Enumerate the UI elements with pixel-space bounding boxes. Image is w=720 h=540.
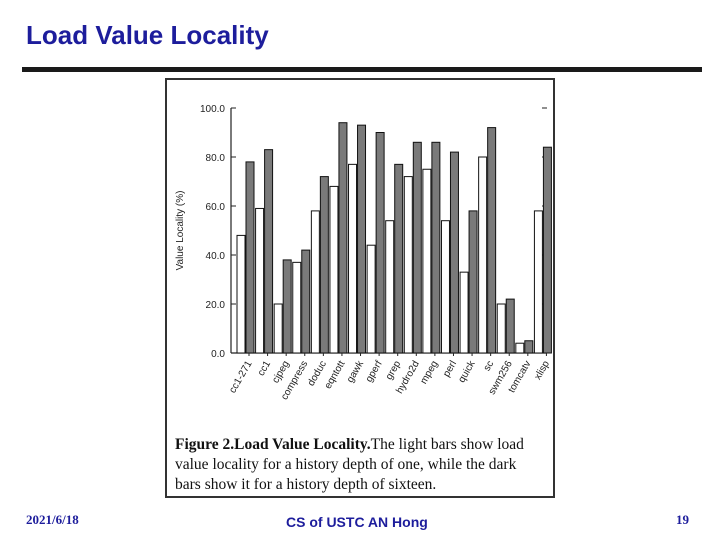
- title-divider: [22, 67, 702, 72]
- caption-text: The light bars show load value locality …: [175, 436, 524, 493]
- bar: [459, 271, 469, 354]
- y-tick-label: 40.0: [206, 251, 226, 262]
- bar: [468, 210, 478, 354]
- bar: [431, 141, 441, 354]
- bar: [542, 146, 552, 354]
- x-tick-label: sc: [482, 359, 497, 373]
- bar: [245, 161, 255, 354]
- footer-date: 2021/6/18: [26, 512, 79, 527]
- bar: [236, 234, 246, 354]
- value-locality-chart: 0.0 20.0 40.0 60.0 80.0 100.0 Value Locality (…: [175, 104, 552, 402]
- bar: [329, 185, 339, 354]
- bar: [449, 151, 459, 354]
- y-tick-label: 100.0: [200, 104, 225, 115]
- x-tick-label: quick: [456, 358, 478, 385]
- x-tick-label: xlisp: [532, 359, 552, 382]
- bar: [496, 303, 506, 354]
- y-tick-label: 0.0: [211, 349, 225, 360]
- bar: [412, 141, 422, 354]
- figure-box: 0.0 20.0 40.0 60.0 80.0 100.0 Value Locality (…: [165, 78, 555, 498]
- bar: [478, 156, 488, 354]
- caption-label: Figure 2.Load Value Locality.: [175, 436, 371, 453]
- bar: [394, 163, 404, 354]
- bar: [338, 122, 348, 354]
- y-tick-label: 80.0: [206, 153, 226, 164]
- bar: [375, 132, 385, 354]
- x-tick-label: cc1: [256, 359, 274, 378]
- x-tick-label: cc1-271: [227, 359, 255, 396]
- x-tick-label: gperf: [364, 359, 385, 384]
- bar: [292, 261, 302, 354]
- slide-title: Load Value Locality: [26, 20, 269, 50]
- bar: [515, 342, 525, 354]
- bar: [533, 210, 543, 354]
- page-number: 19: [676, 512, 689, 527]
- bar: [422, 168, 432, 354]
- bar: [385, 220, 395, 354]
- bar: [403, 176, 413, 354]
- bar: [273, 303, 283, 354]
- bar: [366, 244, 376, 354]
- y-tick-label: 60.0: [206, 202, 226, 213]
- footer-center: CS of USTC AN Hong: [286, 514, 428, 530]
- bar: [255, 207, 265, 354]
- bar: [348, 163, 358, 354]
- bar: [357, 124, 367, 354]
- x-tick-label: perl: [441, 359, 459, 379]
- bar: [440, 220, 450, 354]
- bar: [301, 249, 311, 354]
- x-tick-label: mpeg: [418, 359, 440, 386]
- bar: [310, 210, 320, 354]
- bar: [487, 127, 497, 354]
- x-tick-label: gawk: [345, 358, 367, 385]
- figure-caption: Figure 2.Load Value Locality.The light b…: [175, 435, 545, 495]
- bar: [264, 149, 274, 354]
- bar: [282, 259, 292, 354]
- bar: [319, 176, 329, 354]
- y-axis-label: Value Locality (%): [175, 191, 186, 271]
- bar: [524, 340, 534, 354]
- bar: [505, 298, 515, 354]
- y-tick-label: 20.0: [206, 300, 226, 311]
